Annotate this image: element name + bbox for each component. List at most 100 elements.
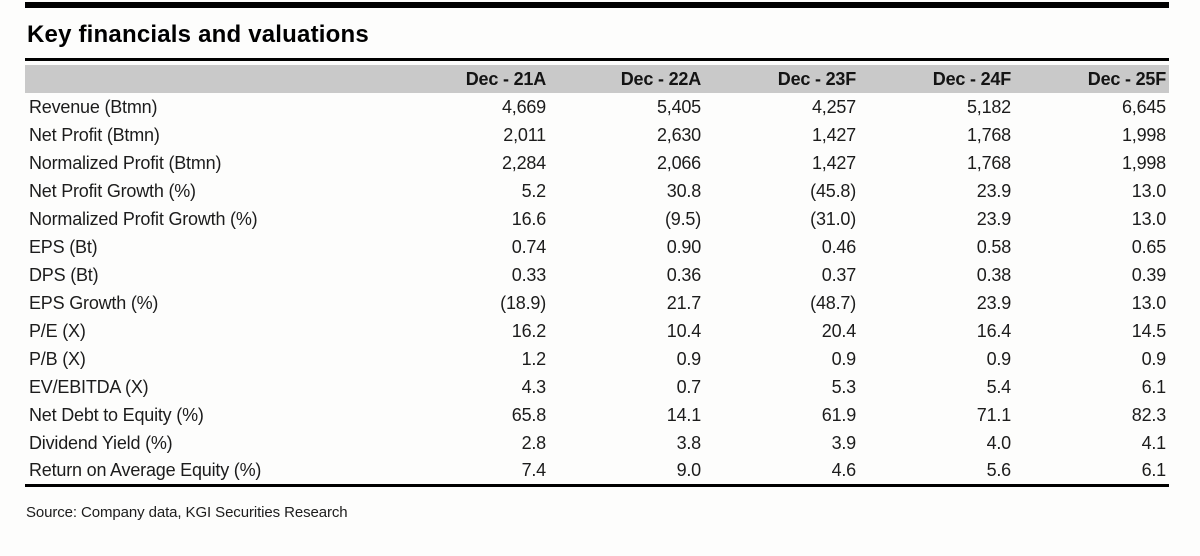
cell-value: 2,011	[503, 124, 546, 145]
cell-value: 61.9	[821, 404, 856, 425]
cell-value: 6.1	[1141, 376, 1167, 397]
row-label: EPS (Bt)	[29, 236, 98, 257]
cell-value: 14.5	[1131, 320, 1166, 341]
cell-value: 0.74	[511, 236, 546, 257]
source-note: Source: Company data, KGI Securities Res…	[26, 503, 348, 521]
cell-value: 0.90	[666, 236, 701, 257]
cell-value: 0.37	[821, 264, 856, 285]
cell-value: 3.8	[676, 432, 702, 453]
cell-value: 1,427	[811, 124, 856, 145]
cell-value: 0.7	[676, 376, 702, 397]
table-row: Normalized Profit (Btmn) 2,284 2,066 1,427 1…	[25, 149, 1169, 177]
table-row: Net Profit Growth (%) 5.2 30.8 (45.8) 23.9 13…	[25, 177, 1169, 205]
cell-value: 0.58	[976, 236, 1011, 257]
cell-value: 0.38	[976, 264, 1011, 285]
cell-value: 5,182	[966, 96, 1011, 117]
title-underline-rule	[25, 58, 1169, 61]
cell-value: (9.5)	[664, 208, 701, 229]
cell-value: 5,405	[656, 96, 701, 117]
cell-value: 23.9	[976, 180, 1011, 201]
cell-value: 0.65	[1131, 236, 1166, 257]
section-title: Key financials and valuations	[27, 21, 369, 48]
cell-value: 0.9	[676, 348, 702, 369]
cell-value: 13.0	[1131, 208, 1166, 229]
cell-value: 3.9	[831, 432, 857, 453]
table-body: Revenue (Btmn) 4,669 5,405 4,257 5,182 6,645 N…	[25, 93, 1169, 487]
cell-value: 2,284	[501, 152, 546, 173]
table-row: Dividend Yield (%) 2.8 3.8 3.9 4.0 4.1	[25, 429, 1169, 457]
table-row: P/B (X) 1.2 0.9 0.9 0.9 0.9	[25, 345, 1169, 373]
cell-value: 21.7	[666, 292, 701, 313]
cell-value: 2,630	[656, 124, 701, 145]
row-label: P/B (X)	[29, 348, 86, 369]
cell-value: 2,066	[656, 152, 701, 173]
row-label: Net Profit (Btmn)	[29, 124, 160, 145]
column-header: Dec - 21A	[394, 65, 549, 93]
row-label: Return on Average Equity (%)	[25, 457, 394, 487]
cell-value: 1,768	[966, 124, 1011, 145]
cell-value: 71.1	[976, 404, 1011, 425]
cell-value: 4.6	[704, 457, 859, 487]
cell-value: 7.4	[394, 457, 549, 487]
row-label: Dividend Yield (%)	[29, 432, 173, 453]
cell-value: 1,427	[811, 152, 856, 173]
row-label: Normalized Profit Growth (%)	[29, 208, 258, 229]
cell-value: 10.4	[666, 320, 701, 341]
cell-value: (18.9)	[500, 292, 546, 313]
cell-value: 65.8	[511, 404, 546, 425]
table-row: EPS Growth (%) (18.9) 21.7 (48.7) 23.9 13.0	[25, 289, 1169, 317]
table-row: P/E (X) 16.2 10.4 20.4 16.4 14.5	[25, 317, 1169, 345]
cell-value: 16.2	[511, 320, 546, 341]
cell-value: 0.9	[986, 348, 1012, 369]
table-header-row: Dec - 21A Dec - 22A Dec - 23F Dec - 24F Dec …	[25, 65, 1169, 93]
table-row: EV/EBITDA (X) 4.3 0.7 5.3 5.4 6.1	[25, 373, 1169, 401]
table-row: Net Debt to Equity (%) 65.8 14.1 61.9 71.1 82…	[25, 401, 1169, 429]
row-label: EV/EBITDA (X)	[29, 376, 149, 397]
row-label: Net Profit Growth (%)	[29, 180, 196, 201]
row-label: P/E (X)	[29, 320, 86, 341]
cell-value: 5.3	[831, 376, 857, 397]
cell-value: 23.9	[976, 208, 1011, 229]
cell-value: 20.4	[821, 320, 856, 341]
table-corner-cell	[25, 65, 394, 93]
cell-value: 4,669	[501, 96, 546, 117]
top-divider-rule	[25, 2, 1169, 8]
cell-value: 82.3	[1131, 404, 1166, 425]
table-row: DPS (Bt) 0.33 0.36 0.37 0.38 0.39	[25, 261, 1169, 289]
cell-value: 5.2	[521, 180, 547, 201]
table-header-band: Dec - 21A Dec - 22A Dec - 23F Dec - 24F Dec …	[25, 65, 1169, 93]
cell-value: 1,768	[966, 152, 1011, 173]
row-label: Normalized Profit (Btmn)	[29, 152, 222, 173]
cell-value: 0.36	[666, 264, 701, 285]
cell-value: 5.4	[986, 376, 1012, 397]
table-row: Normalized Profit Growth (%) 16.6 (9.5) (31…	[25, 205, 1169, 233]
cell-value: 16.4	[976, 320, 1011, 341]
cell-value: 16.6	[511, 208, 546, 229]
page-content: Key financials and valuations Dec - 21A D…	[25, 2, 1169, 521]
cell-value: 2.8	[521, 432, 547, 453]
cell-value: 4.3	[521, 376, 547, 397]
column-header: Dec - 23F	[704, 65, 859, 93]
cell-value: (31.0)	[810, 208, 856, 229]
row-label: Revenue (Btmn)	[29, 96, 158, 117]
cell-value: 1.2	[521, 348, 547, 369]
cell-value: 13.0	[1131, 180, 1166, 201]
table-row: Net Profit (Btmn) 2,011 2,630 1,427 1,768 1,9…	[25, 121, 1169, 149]
column-header: Dec - 22A	[549, 65, 704, 93]
table-row: Revenue (Btmn) 4,669 5,405 4,257 5,182 6,645	[25, 93, 1169, 121]
cell-value: 6,645	[1121, 96, 1166, 117]
cell-value: 0.9	[1141, 348, 1167, 369]
cell-value: 9.0	[549, 457, 704, 487]
column-header: Dec - 25F	[1014, 65, 1169, 93]
cell-value: 5.6	[859, 457, 1014, 487]
cell-value: 4,257	[811, 96, 856, 117]
cell-value: 6.1	[1014, 457, 1169, 487]
cell-value: 4.1	[1141, 432, 1167, 453]
key-financials-table: Dec - 21A Dec - 22A Dec - 23F Dec - 24F Dec …	[25, 65, 1169, 487]
cell-value: 1,998	[1121, 124, 1166, 145]
row-label: DPS (Bt)	[29, 264, 99, 285]
cell-value: 0.46	[821, 236, 856, 257]
cell-value: 30.8	[666, 180, 701, 201]
column-header: Dec - 24F	[859, 65, 1014, 93]
